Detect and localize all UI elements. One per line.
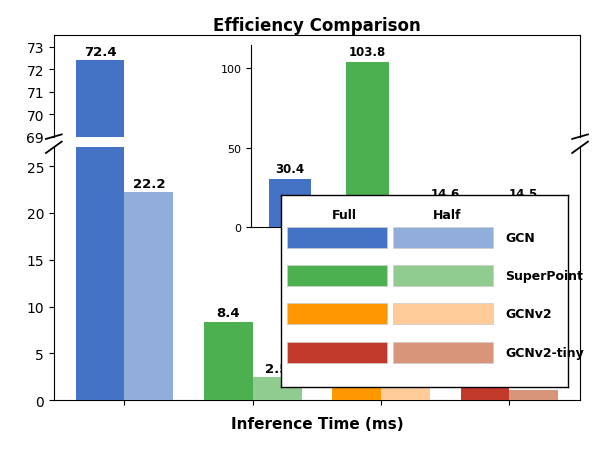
Bar: [502, 205, 545, 228]
Bar: [269, 179, 312, 228]
Text: SuperPoint: SuperPoint: [505, 269, 583, 283]
Text: 1.7: 1.7: [474, 369, 497, 382]
Text: 2.8: 2.8: [345, 359, 368, 372]
Bar: [509, 390, 559, 400]
Bar: [204, 322, 253, 400]
Text: 30.4: 30.4: [276, 162, 304, 176]
Bar: [393, 227, 493, 248]
Text: 1.1: 1.1: [522, 375, 545, 388]
Text: Half: Half: [434, 209, 462, 222]
Bar: [253, 377, 301, 400]
Bar: [124, 193, 173, 400]
Text: 22.2: 22.2: [133, 177, 165, 191]
Text: Full: Full: [332, 209, 357, 222]
Text: 72.4: 72.4: [84, 46, 117, 59]
Bar: [393, 265, 493, 287]
Bar: [460, 384, 509, 400]
Text: 14.6: 14.6: [431, 187, 460, 201]
Title: Efficiency Comparison: Efficiency Comparison: [213, 17, 421, 35]
Text: 14.5: 14.5: [509, 187, 538, 201]
Text: GCNv2: GCNv2: [505, 308, 551, 321]
Bar: [75, 61, 124, 455]
Bar: [393, 342, 493, 363]
Bar: [287, 342, 388, 363]
Text: GCN: GCN: [505, 231, 535, 244]
X-axis label: Matching Time (ms): Matching Time (ms): [337, 233, 477, 246]
Bar: [424, 204, 467, 228]
Text: 1.5: 1.5: [394, 371, 417, 384]
X-axis label: Inference Time (ms): Inference Time (ms): [231, 416, 403, 430]
Text: GCNv2-tiny: GCNv2-tiny: [505, 346, 584, 359]
Bar: [346, 63, 389, 228]
Bar: [75, 0, 124, 400]
Bar: [287, 265, 388, 287]
Bar: [381, 386, 430, 400]
Bar: [393, 303, 493, 325]
Bar: [332, 374, 381, 400]
Bar: [287, 227, 388, 248]
Bar: [287, 303, 388, 325]
Text: 8.4: 8.4: [216, 307, 240, 319]
Text: 103.8: 103.8: [349, 46, 386, 59]
Text: 2.5: 2.5: [266, 362, 289, 374]
